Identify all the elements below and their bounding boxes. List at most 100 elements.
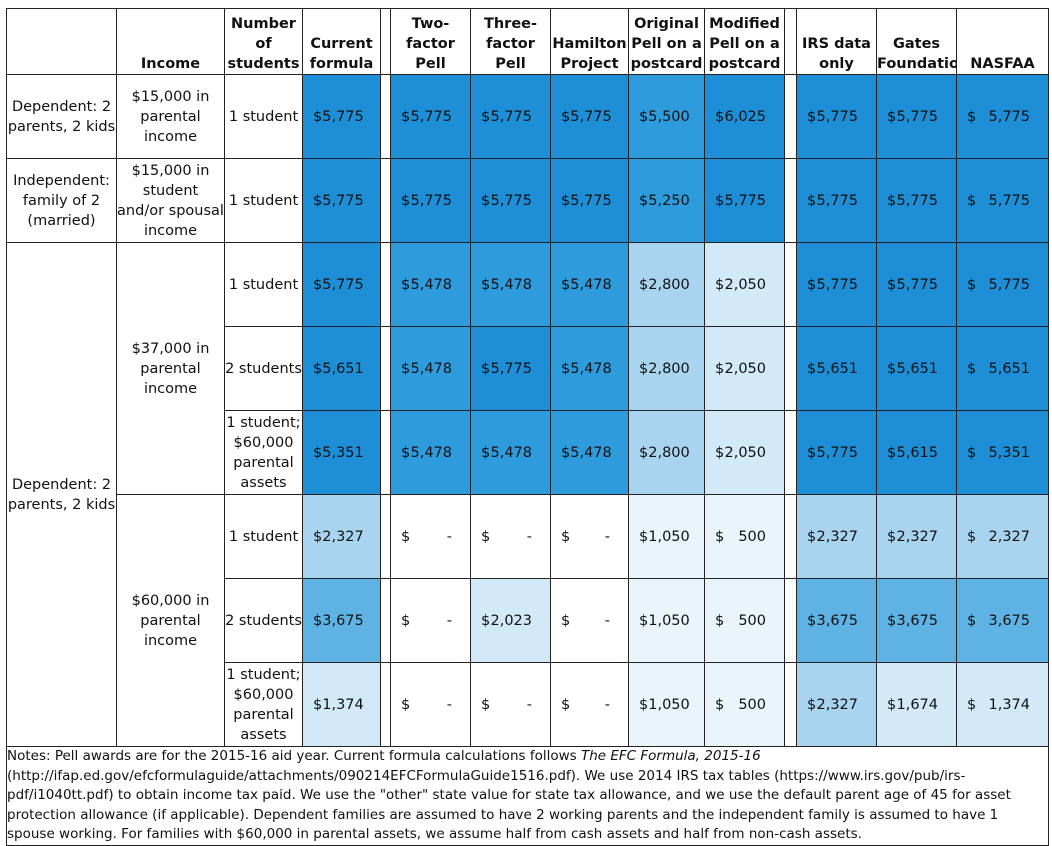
- award-value: 5,775: [816, 444, 858, 461]
- table-row: $60,000 in parental income 1 student $2,3…: [7, 494, 1049, 747]
- award-value: 5,651: [896, 360, 938, 377]
- award-value: 3,675: [988, 612, 1030, 629]
- award-cell: $ -: [550, 662, 629, 747]
- header-row: Income Number of students Current formul…: [6, 8, 1049, 75]
- column-separator: [784, 74, 797, 159]
- award-value: -: [446, 528, 452, 545]
- award-cell: $5,775: [876, 158, 957, 243]
- currency-symbol: $: [715, 360, 725, 377]
- award-cell: $5,775: [796, 242, 877, 327]
- award-value: 5,775: [570, 192, 612, 209]
- award-cell: $5,478: [550, 410, 629, 495]
- currency-symbol: $: [807, 192, 817, 209]
- students-label: 1 student: [224, 494, 303, 579]
- income-label: $60,000 in parental income: [116, 494, 225, 747]
- award-cell: $5,478: [470, 410, 551, 495]
- award-value: 2,800: [648, 360, 690, 377]
- award-value: 5,651: [988, 360, 1030, 377]
- currency-symbol: $: [807, 696, 817, 713]
- award-value: 5,478: [490, 276, 532, 293]
- currency-symbol: $: [967, 108, 977, 125]
- currency-symbol: $: [807, 444, 817, 461]
- award-value: 1,374: [322, 696, 364, 713]
- award-cell: $500: [704, 494, 785, 579]
- header-three-factor-pell: Three-factor Pell: [470, 8, 551, 75]
- column-separator: [784, 494, 797, 579]
- income-label: $15,000 in parental income: [116, 74, 225, 159]
- income-label: $15,000 in student and/or spousal income: [116, 158, 225, 243]
- header-nasfaa: NASFAA: [956, 8, 1049, 75]
- award-value: 5,478: [410, 360, 452, 377]
- currency-symbol: $: [715, 276, 725, 293]
- currency-symbol: $: [967, 192, 977, 209]
- column-separator: [380, 662, 391, 747]
- currency-symbol: $: [401, 360, 411, 377]
- award-value: 500: [738, 528, 766, 545]
- header-original-pell-on-a-postcard: Original Pell on a postcard: [628, 8, 705, 75]
- award-value: 500: [738, 612, 766, 629]
- currency-symbol: $: [967, 696, 977, 713]
- header-number-of-students: Number of students: [224, 8, 303, 75]
- award-cell: $5,775: [956, 74, 1049, 159]
- income-label: $37,000 in parental income: [116, 242, 225, 495]
- award-cell: $5,250: [628, 158, 705, 243]
- award-value: 2,327: [322, 528, 364, 545]
- award-cell: $3,675: [956, 578, 1049, 663]
- award-cell: $ -: [390, 662, 471, 747]
- award-value: 5,775: [410, 108, 452, 125]
- award-cell: $2,800: [628, 410, 705, 495]
- award-cell: $5,500: [628, 74, 705, 159]
- award-cell: $5,651: [876, 326, 957, 411]
- currency-symbol: $: [639, 276, 649, 293]
- award-cell: $2,023: [470, 578, 551, 663]
- students-label: 1 student; $60,000 parental assets: [224, 410, 303, 495]
- award-value: -: [604, 528, 610, 545]
- award-cell: $5,651: [796, 326, 877, 411]
- table-row: Dependent: 2 parents, 2 kids $15,000 in …: [6, 74, 1049, 159]
- header-separator-2: [784, 8, 797, 75]
- notes-row: Notes: Pell awards are for the 2015-16 a…: [6, 746, 1049, 846]
- award-value: 5,478: [570, 276, 612, 293]
- award-cell: $5,478: [550, 326, 629, 411]
- award-cell: $2,327: [302, 494, 381, 579]
- column-separator: [784, 158, 797, 243]
- award-cell: $1,374: [956, 662, 1049, 747]
- header-modified-pell-on-a-postcard: Modified Pell on a postcard: [704, 8, 785, 75]
- currency-symbol: $: [639, 444, 649, 461]
- award-value: 5,651: [816, 360, 858, 377]
- table-row: Independent: family of 2 (married) $15,0…: [6, 158, 1049, 243]
- award-value: 5,250: [648, 192, 690, 209]
- currency-symbol: $: [481, 528, 491, 545]
- header-irs-data-only: IRS data only: [796, 8, 877, 75]
- award-value: 5,775: [322, 108, 364, 125]
- award-cell: $5,351: [956, 410, 1049, 495]
- students-label: 2 students: [224, 578, 303, 663]
- award-cell: $ -: [550, 494, 629, 579]
- award-cell: $1,050: [628, 662, 705, 747]
- award-value: 5,351: [322, 444, 364, 461]
- students-label: 1 student: [224, 242, 303, 327]
- currency-symbol: $: [313, 360, 323, 377]
- award-value: 2,800: [648, 444, 690, 461]
- award-value: 2,327: [816, 528, 858, 545]
- currency-symbol: $: [967, 612, 977, 629]
- award-cell: $5,478: [390, 326, 471, 411]
- award-value: 3,675: [322, 612, 364, 629]
- currency-symbol: $: [715, 108, 725, 125]
- award-cell: $3,675: [876, 578, 957, 663]
- column-separator: [380, 326, 391, 411]
- currency-symbol: $: [481, 108, 491, 125]
- award-cell: $5,775: [550, 74, 629, 159]
- award-cell: $5,775: [876, 242, 957, 327]
- award-cell: $ -: [390, 578, 471, 663]
- award-value: 2,327: [816, 696, 858, 713]
- award-value: -: [526, 696, 532, 713]
- currency-symbol: $: [313, 528, 323, 545]
- currency-symbol: $: [561, 444, 571, 461]
- currency-symbol: $: [967, 276, 977, 293]
- header-gates-foundation: Gates Foundation: [876, 8, 957, 75]
- award-cell: $5,478: [550, 242, 629, 327]
- award-cell: $2,800: [628, 242, 705, 327]
- column-separator: [380, 74, 391, 159]
